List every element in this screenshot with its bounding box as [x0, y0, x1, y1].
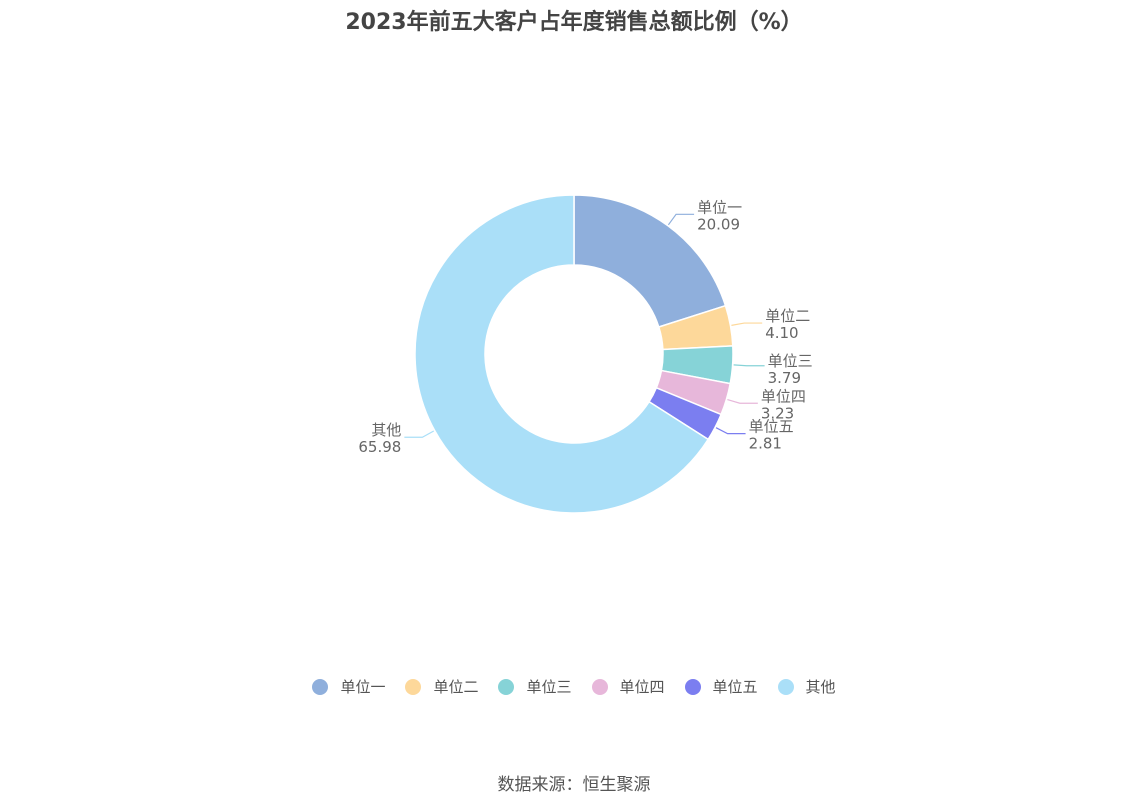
legend-marker-icon [312, 678, 329, 695]
leader-line [733, 364, 765, 367]
legend-item-others[interactable]: 其他 [777, 676, 836, 697]
slice-category-label: 单位四 [761, 387, 806, 405]
source-note: 数据来源：恒生聚源 [497, 775, 651, 795]
slice-category-label: 单位五 [749, 418, 794, 436]
legend-item-unit-4[interactable]: 单位四 [591, 676, 665, 697]
legend-marker-icon [777, 678, 794, 695]
leader-line [727, 398, 758, 404]
leader-line [404, 430, 435, 438]
slice-value-label: 20.09 [697, 215, 740, 233]
chart-title: 2023年前五大客户占年度销售总额比例（%） [345, 10, 803, 35]
legend-marker-icon [498, 678, 515, 695]
legend-item-unit-3[interactable]: 单位三 [498, 676, 572, 697]
legend-label: 单位一 [340, 678, 386, 696]
legend-item-unit-1[interactable]: 单位一 [312, 676, 385, 697]
legend-item-unit-2[interactable]: 单位二 [405, 676, 478, 697]
slice-category-label: 单位二 [765, 307, 810, 325]
slice-category-label: 单位一 [697, 198, 742, 216]
slice-value-label: 65.98 [358, 438, 401, 456]
legend-label: 单位四 [619, 678, 665, 696]
slice-value-label: 3.23 [761, 404, 794, 422]
pie-slice[interactable] [573, 194, 727, 328]
leader-line [731, 322, 763, 326]
legend-label: 单位三 [526, 678, 572, 696]
leader-line [715, 427, 746, 435]
slice-category-label: 其他 [371, 421, 401, 439]
legend: 单位一 单位二 单位三 单位四 单位五 其他 [0, 676, 1148, 697]
slice-value-label: 3.79 [768, 369, 801, 387]
slice-category-label: 单位三 [768, 352, 813, 370]
legend-item-unit-5[interactable]: 单位五 [684, 676, 758, 697]
legend-label: 其他 [805, 678, 836, 696]
pie-slice[interactable] [414, 194, 710, 514]
legend-label: 单位二 [433, 678, 479, 696]
legend-label: 单位五 [712, 678, 758, 696]
slice-value-label: 4.10 [765, 324, 798, 342]
legend-marker-icon [684, 678, 701, 695]
legend-marker-icon [405, 678, 422, 695]
leader-line [667, 213, 695, 226]
slice-value-label: 2.81 [749, 435, 782, 453]
legend-marker-icon [591, 678, 608, 695]
